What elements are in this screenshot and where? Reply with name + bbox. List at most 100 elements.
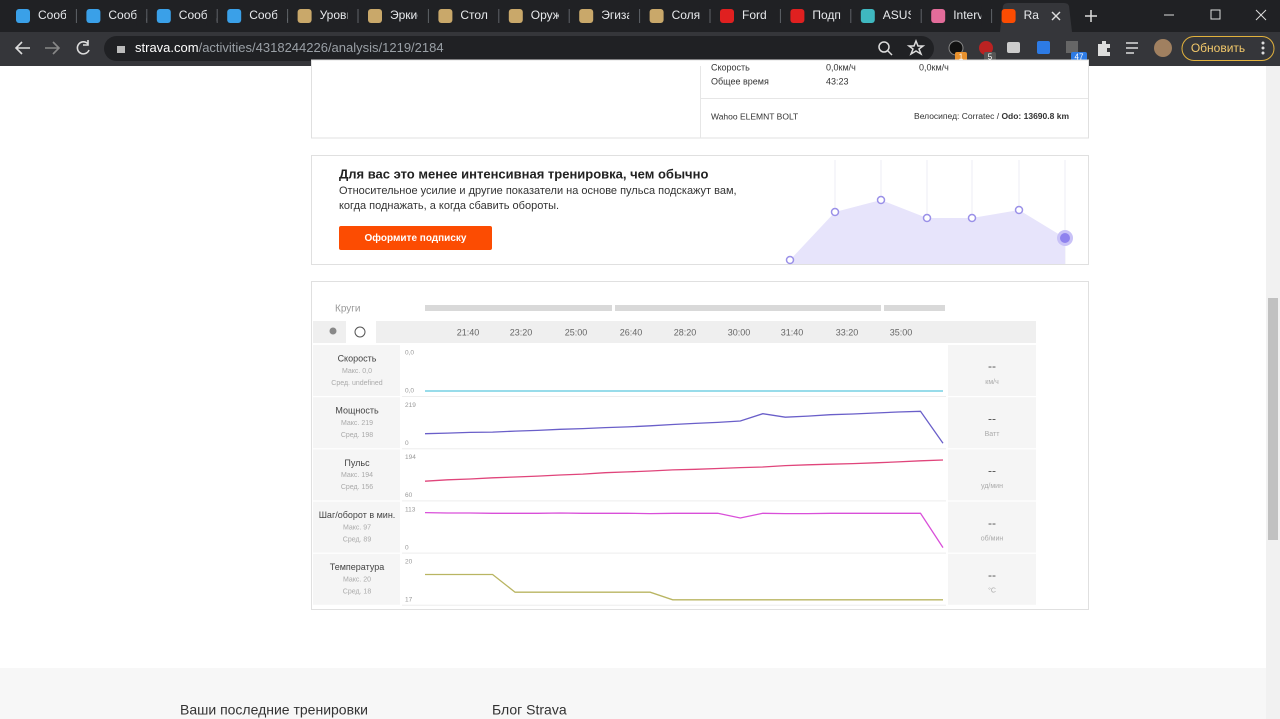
- tab-fade: [488, 6, 499, 26]
- row-max: Макс. 194: [341, 472, 373, 479]
- tab-fade: [66, 6, 76, 26]
- tab-fade: [629, 6, 640, 26]
- y-tick-label: 20: [405, 559, 413, 566]
- subscribe-button[interactable]: [339, 226, 492, 250]
- tab-fade: [206, 6, 217, 26]
- update-label: Обновить: [1191, 41, 1245, 55]
- tab-fade: [347, 6, 358, 26]
- stat-label: Скорость: [711, 62, 750, 72]
- promo-text: Относительное усилие и другие показатели…: [339, 185, 737, 197]
- nav-buttons[interactable]: [14, 40, 90, 55]
- footer: [0, 668, 1266, 719]
- tab[interactable]: Ra: [1001, 8, 1061, 23]
- scroll-thumb[interactable]: [1268, 298, 1278, 540]
- y-tick-label: 0: [405, 544, 409, 551]
- row-avg: Сред. undefined: [331, 380, 383, 387]
- tab-title: Interva: [953, 8, 990, 22]
- row-name: Мощность: [335, 406, 379, 416]
- tab-fade: [981, 6, 992, 26]
- time-label: 25:00: [565, 327, 588, 337]
- row-value-panel: [948, 397, 1036, 449]
- tab[interactable]: Оружи: [508, 6, 570, 26]
- tab-icon: [227, 9, 242, 23]
- address-icons[interactable]: [878, 38, 926, 56]
- url[interactable]: strava.com/activities/4318244226/analysi…: [135, 40, 444, 55]
- y-tick-label: 0,0: [405, 388, 414, 395]
- bike: Велосипед: Corratec / Odo: 13690.8 km: [914, 111, 1069, 121]
- row-value-panel: [948, 449, 1036, 501]
- row-name: Пульс: [344, 458, 370, 468]
- tab[interactable]: Ford F: [720, 6, 781, 26]
- row-value-panel: [948, 553, 1036, 605]
- series-line: [424, 511, 944, 548]
- extensions[interactable]: [948, 39, 1172, 57]
- tabs: Сообщ Сообщ Сообщ Сообщ Уровн Эркие Стол у Оруж…: [16, 6, 1061, 26]
- tab-close: [1051, 11, 1061, 21]
- footer-link[interactable]: Блог Strava: [492, 702, 567, 718]
- tab-title: Соляр: [672, 8, 708, 22]
- tab-icon: [649, 9, 664, 23]
- promo-graphic: [785, 160, 1073, 265]
- tab-title: ASUS: [883, 8, 916, 22]
- tab-title: Оружи: [531, 8, 568, 22]
- tab-icon: [297, 9, 312, 23]
- row-current: --: [988, 568, 996, 582]
- row-unit: об/мин: [981, 534, 1004, 542]
- window-controls[interactable]: [1164, 9, 1267, 21]
- device: Wahoo ELEMNT BOLT: [711, 111, 798, 121]
- tab-icon: [156, 9, 171, 23]
- tab[interactable]: Эгиза: [579, 6, 641, 26]
- tab-fade: [910, 6, 921, 26]
- address-bar[interactable]: [104, 36, 934, 61]
- active-tab[interactable]: [1000, 3, 1072, 32]
- series-line: [424, 410, 944, 444]
- y-tick-label: 60: [405, 492, 413, 499]
- stat-value: 0,0км/ч: [826, 62, 856, 72]
- lap-bars[interactable]: [425, 305, 945, 311]
- row-max: Макс. 97: [343, 524, 371, 531]
- tab-icon: [579, 9, 594, 23]
- row-avg: Сред. 198: [341, 432, 373, 439]
- badge-text: 1: [959, 53, 964, 62]
- tab[interactable]: Подпи: [790, 6, 852, 26]
- tab[interactable]: Сообщ: [156, 6, 218, 26]
- tab[interactable]: ASUS: [860, 6, 922, 26]
- row-unit: км/ч: [985, 379, 999, 386]
- time-mode[interactable]: [346, 321, 376, 343]
- new-tab[interactable]: [1085, 10, 1097, 22]
- distance-mode[interactable]: [329, 327, 337, 335]
- clock-icon: [354, 326, 366, 338]
- tab-icon: [1001, 9, 1016, 23]
- tab-icon: [790, 9, 805, 23]
- time-label: 35:00: [890, 327, 913, 337]
- tab-title: Стол у: [460, 8, 497, 22]
- row-label-panel: [313, 345, 400, 396]
- row-current: --: [988, 359, 996, 373]
- row-label-panel: [313, 501, 400, 553]
- row-current: --: [988, 516, 996, 530]
- tab[interactable]: Уровн: [297, 6, 359, 26]
- tab[interactable]: Сообщ: [16, 6, 77, 26]
- y-tick-label: 0,0: [405, 350, 414, 357]
- row-label-panel: [313, 553, 400, 605]
- update-button[interactable]: [1181, 36, 1275, 61]
- y-tick-label: 0: [405, 440, 409, 447]
- row-current: --: [988, 464, 996, 478]
- tab[interactable]: Стол у: [438, 6, 500, 26]
- bike-label: Велосипед: Corratec /: [914, 111, 1001, 121]
- stat-value: 43:23: [826, 76, 849, 86]
- tab[interactable]: Сообщ: [227, 6, 289, 26]
- tab-fade: [558, 6, 569, 26]
- y-tick-label: 219: [405, 402, 416, 409]
- tab-fade: [840, 6, 851, 26]
- tab[interactable]: Сообщ: [86, 6, 148, 26]
- tab[interactable]: Эркие: [368, 6, 429, 26]
- tab[interactable]: Interva: [931, 6, 993, 26]
- row-name: Температура: [330, 562, 385, 572]
- stat-value: 0,0км/ч: [919, 62, 949, 72]
- footer-link[interactable]: Ваши последние тренировки: [180, 702, 368, 718]
- row-max: Макс. 20: [343, 577, 371, 584]
- tab[interactable]: Соляр: [649, 6, 711, 26]
- menu-dots[interactable]: [1261, 41, 1265, 55]
